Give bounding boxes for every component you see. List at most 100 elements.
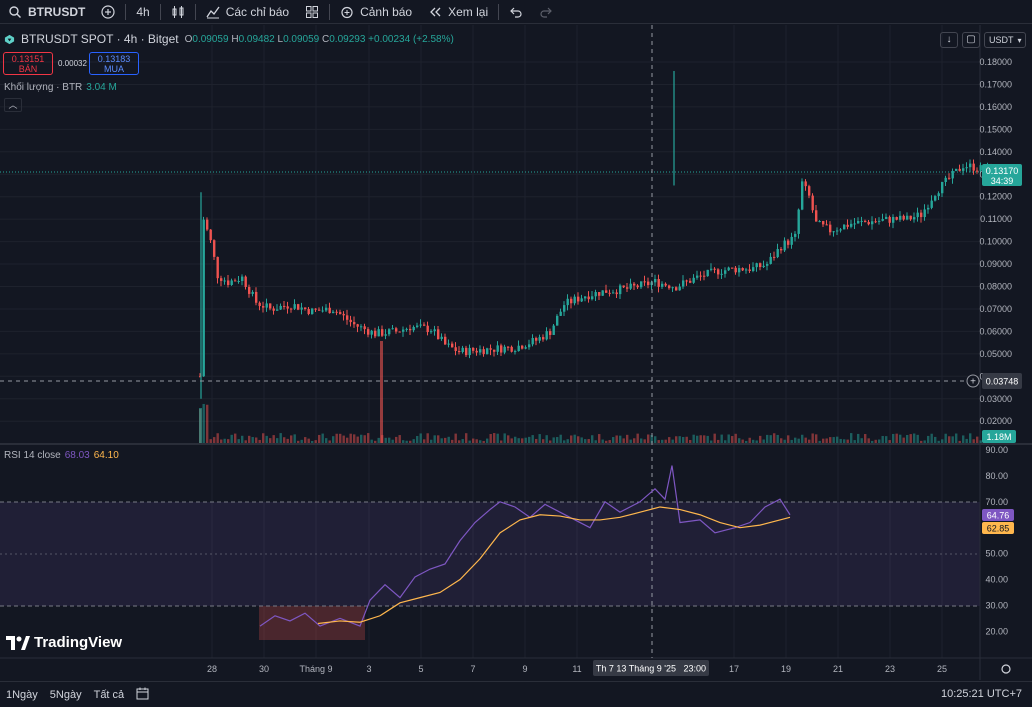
candle-body (678, 286, 681, 291)
candle-body (790, 236, 793, 245)
volume-bar (829, 437, 832, 443)
date-range-button[interactable] (130, 687, 155, 703)
collapse-legend-button[interactable]: ︿ (4, 98, 22, 112)
redo-button[interactable] (531, 0, 561, 24)
candle-body (524, 347, 527, 349)
volume-bar (832, 437, 835, 443)
candle-body (822, 221, 825, 225)
time-settings-icon[interactable] (1001, 664, 1011, 674)
volume-legend[interactable]: Khối lượng · BTR 3.04 M (4, 82, 117, 93)
volume-bar (608, 440, 611, 443)
volume-bar (395, 436, 398, 443)
undo-button[interactable] (501, 0, 531, 24)
candle-body (836, 230, 839, 232)
rsi-legend[interactable]: RSI 14 close 68.03 64.10 (4, 450, 119, 461)
download-button[interactable]: ↓ (940, 32, 958, 48)
volume-bar (955, 433, 958, 443)
clock[interactable]: 10:25:21 UTC+7 (940, 688, 1022, 700)
candle-body (360, 326, 363, 328)
tradingview-logo[interactable]: TradingView (6, 634, 122, 651)
candle-body (955, 168, 958, 171)
candle-body (619, 285, 622, 295)
layouts-button[interactable] (297, 0, 327, 24)
replay-button[interactable]: Xem lại (420, 0, 496, 24)
rsi-ma-value: 64.10 (93, 450, 119, 461)
candle-body (874, 221, 877, 223)
candle-body (626, 287, 629, 289)
candle-body (801, 181, 804, 210)
candle-body (405, 328, 408, 330)
spread-value: 0.00032 (58, 59, 87, 68)
chart-canvas[interactable]: 0.180000.170000.160000.150000.140000.130… (0, 0, 1032, 681)
candle-body (241, 276, 244, 281)
tradingview-logo-icon (6, 635, 30, 650)
interval-label: 4h (136, 4, 150, 19)
price-scale-ticks[interactable]: 0.180000.170000.160000.150000.140000.130… (979, 57, 1012, 426)
volume-bar (839, 438, 842, 443)
candle-body (416, 325, 419, 327)
range-5d-button[interactable]: 5Ngày (49, 688, 82, 701)
maximize-button[interactable]: ▢ (962, 32, 980, 48)
candle-body (937, 193, 940, 197)
volume-bar (524, 437, 527, 443)
crosshair-time-badge (593, 660, 709, 676)
candle-body (482, 349, 485, 355)
volume-bar (412, 439, 415, 443)
volume-bar (654, 436, 657, 443)
buy-price: 0.13183 (97, 54, 131, 64)
candle-body (682, 280, 685, 287)
symbol-search[interactable]: BTRUSDT (0, 0, 93, 24)
volume-bar (689, 440, 692, 443)
candle-body (741, 268, 744, 271)
candle-body (304, 307, 307, 310)
indicators-button[interactable]: Các chỉ báo (198, 0, 297, 24)
crosshair-price-badge (982, 373, 1022, 389)
candle-body (552, 325, 555, 335)
volume-bar (559, 434, 562, 443)
candle-body (976, 170, 979, 172)
candle-body (671, 287, 674, 289)
volume-bar (542, 439, 545, 443)
alarm-clock-icon (341, 6, 353, 18)
volume-bar (451, 439, 454, 443)
volume-value: 3.04 M (86, 82, 117, 93)
volume-bar (594, 440, 597, 443)
volume-bar (416, 435, 419, 443)
candle-body (563, 305, 566, 312)
compare-button[interactable] (93, 0, 123, 24)
volume-bar (304, 437, 307, 443)
alerts-button[interactable]: Cảnh báo (332, 0, 420, 24)
rsi-tick-label: 30.00 (985, 600, 1008, 610)
volume-bar (685, 436, 688, 443)
candle-body (528, 344, 531, 348)
volume-bar (199, 408, 202, 443)
candle-body (584, 296, 587, 299)
volume-bar (367, 433, 370, 443)
time-tick-label: 3 (366, 664, 371, 674)
chart-type-button[interactable] (163, 0, 193, 24)
candle-body (517, 345, 520, 352)
candle-body (941, 182, 944, 194)
volume-bar (804, 437, 807, 443)
volume-bar (626, 434, 629, 443)
volume-bar (976, 436, 979, 443)
buy-button[interactable]: 0.13183 MUA (89, 52, 139, 75)
volume-bar (419, 433, 422, 443)
candle-body (206, 219, 209, 230)
time-tick-label: 17 (729, 664, 739, 674)
candle-body (587, 296, 590, 300)
range-1d-button[interactable]: 1Ngày (6, 688, 38, 701)
add-alert-icon[interactable] (966, 374, 980, 388)
sell-button[interactable]: 0.13151 BÁN (3, 52, 53, 75)
symbol-legend[interactable]: BTRUSDT SPOT · 4h · Bitget O0.09059 H0.0… (4, 32, 454, 46)
candle-body (902, 215, 905, 220)
time-scale-ticks[interactable]: 28 30 Tháng 9 3 5 7 9 11 17 19 21 23 25 (207, 664, 947, 674)
range-all-button[interactable]: Tất cả (93, 688, 125, 701)
currency-select[interactable]: USDT ▾ (984, 32, 1026, 48)
interval-button[interactable]: 4h (128, 0, 157, 24)
price-tick-label: 0.11000 (980, 214, 1012, 224)
candle-body (521, 345, 524, 349)
volume-bar (815, 434, 818, 443)
crosshair-price-text: 0.03748 (986, 377, 1019, 387)
